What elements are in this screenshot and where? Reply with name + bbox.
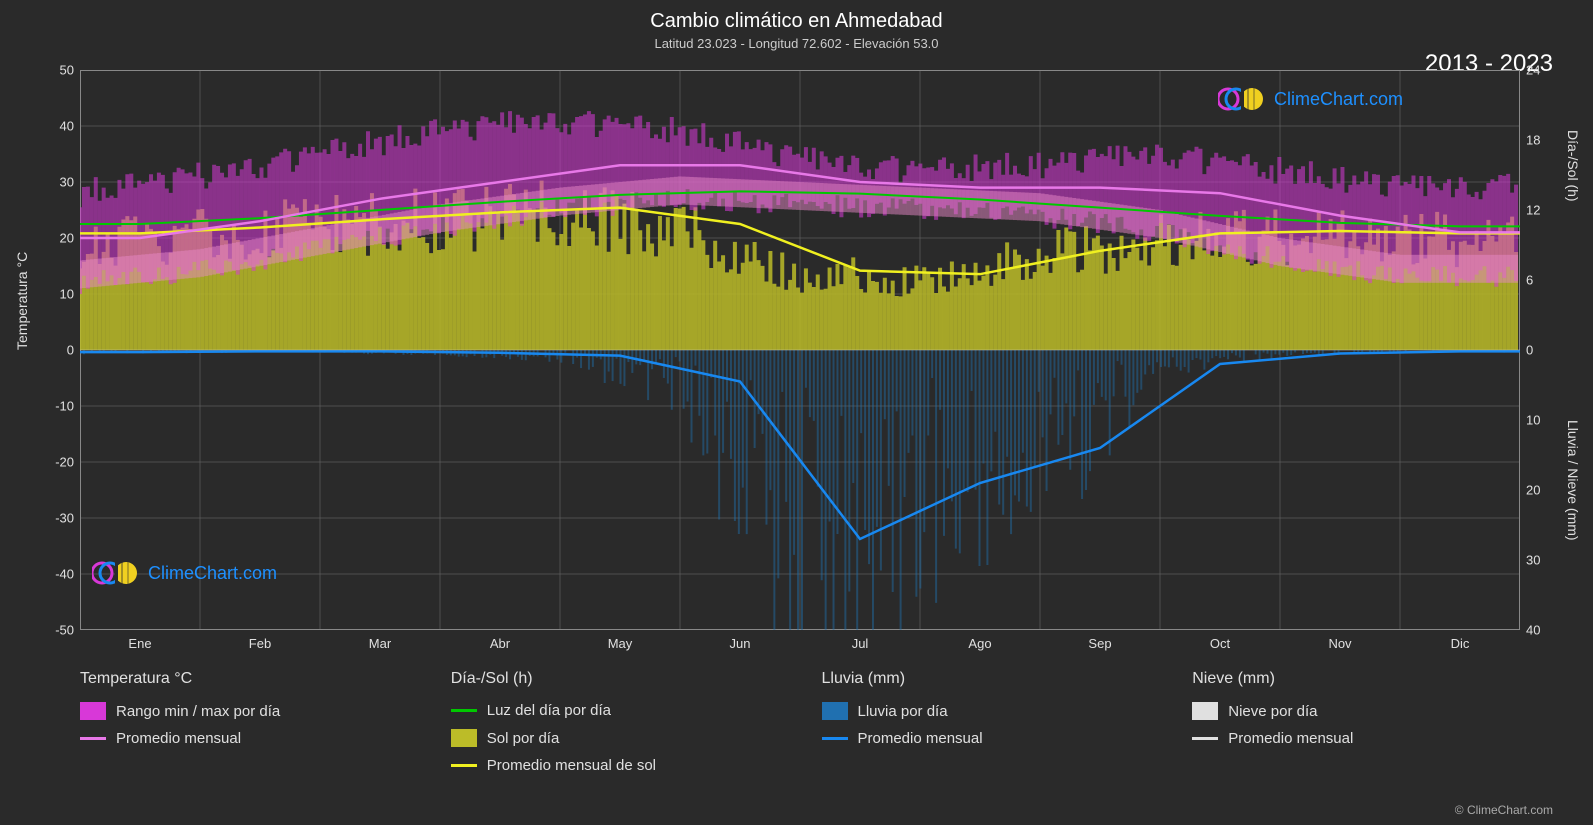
x-tick-month: Oct — [1210, 636, 1230, 651]
y-axis-left-label: Temperatura °C — [14, 252, 30, 350]
x-tick-month: Jun — [730, 636, 751, 651]
legend-item: Sol por día — [451, 729, 792, 747]
legend-item: Promedio mensual — [80, 730, 421, 747]
y-tick-left: 0 — [44, 343, 74, 358]
y-tick-right: 0 — [1526, 343, 1533, 358]
swatch-snowavg — [1192, 737, 1218, 740]
swatch-sunavg — [451, 764, 477, 767]
legend-item: Luz del día por día — [451, 702, 792, 719]
plot-svg — [80, 70, 1520, 630]
swatch-snow — [1192, 702, 1218, 720]
legend-col-rain: Lluvia (mm) Lluvia por día Promedio mens… — [822, 670, 1163, 774]
y-tick-left: 20 — [44, 231, 74, 246]
logo-icon — [1218, 84, 1268, 114]
y-tick-right: 10 — [1526, 413, 1540, 428]
x-tick-month: Feb — [249, 636, 271, 651]
legend-label: Rango min / max por día — [116, 703, 280, 720]
legend-label: Luz del día por día — [487, 702, 611, 719]
y-axis-right-bottom-label: Lluvia / Nieve (mm) — [1565, 420, 1581, 541]
legend-item: Rango min / max por día — [80, 702, 421, 720]
copyright: © ClimeChart.com — [1455, 803, 1553, 817]
climate-chart: Cambio climático en Ahmedabad Latitud 23… — [0, 0, 1593, 825]
y-tick-left: -20 — [44, 455, 74, 470]
x-tick-month: Mar — [369, 636, 391, 651]
logo-top: ClimeChart.com — [1218, 84, 1403, 114]
y-tick-left: -40 — [44, 567, 74, 582]
y-tick-right: 12 — [1526, 203, 1540, 218]
legend-label: Promedio mensual de sol — [487, 757, 656, 774]
legend-label: Sol por día — [487, 730, 560, 747]
legend-col-daysun: Día-/Sol (h) Luz del día por día Sol por… — [451, 670, 792, 774]
x-tick-month: Dic — [1451, 636, 1470, 651]
legend-heading: Nieve (mm) — [1192, 670, 1533, 688]
legend-heading: Lluvia (mm) — [822, 670, 1163, 688]
logo-bottom: ClimeChart.com — [92, 558, 277, 588]
y-tick-left: 10 — [44, 287, 74, 302]
y-tick-right: 6 — [1526, 273, 1533, 288]
legend-label: Lluvia por día — [858, 703, 948, 720]
y-tick-left: -30 — [44, 511, 74, 526]
y-tick-left: 50 — [44, 63, 74, 78]
y-axis-right-top-label: Día-/Sol (h) — [1565, 130, 1581, 202]
y-tick-left: -10 — [44, 399, 74, 414]
legend-label: Promedio mensual — [1228, 730, 1353, 747]
legend-item: Promedio mensual — [822, 730, 1163, 747]
swatch-temp-avg — [80, 737, 106, 740]
plot-area: -50-40-30-20-100102030405006121824102030… — [80, 70, 1520, 630]
y-tick-left: 40 — [44, 119, 74, 134]
y-tick-right: 24 — [1526, 63, 1540, 78]
y-tick-right: 40 — [1526, 623, 1540, 638]
swatch-rainavg — [822, 737, 848, 740]
legend-item: Nieve por día — [1192, 702, 1533, 720]
legend-heading: Temperatura °C — [80, 670, 421, 688]
chart-title: Cambio climático en Ahmedabad — [0, 10, 1593, 33]
legend-label: Promedio mensual — [858, 730, 983, 747]
x-tick-month: Ago — [968, 636, 991, 651]
y-tick-right: 20 — [1526, 483, 1540, 498]
logo-text: ClimeChart.com — [1274, 89, 1403, 110]
x-tick-month: Nov — [1328, 636, 1351, 651]
chart-subtitle: Latitud 23.023 - Longitud 72.602 - Eleva… — [0, 36, 1593, 51]
logo-text: ClimeChart.com — [148, 563, 277, 584]
swatch-temp-range — [80, 702, 106, 720]
legend-heading: Día-/Sol (h) — [451, 670, 792, 688]
y-tick-left: 30 — [44, 175, 74, 190]
y-tick-right: 30 — [1526, 553, 1540, 568]
x-tick-month: Abr — [490, 636, 510, 651]
y-tick-right: 18 — [1526, 133, 1540, 148]
legend-col-temp: Temperatura °C Rango min / max por día P… — [80, 670, 421, 774]
logo-icon — [92, 558, 142, 588]
legend-item: Promedio mensual de sol — [451, 757, 792, 774]
legend-item: Lluvia por día — [822, 702, 1163, 720]
legend-col-snow: Nieve (mm) Nieve por día Promedio mensua… — [1192, 670, 1533, 774]
x-tick-month: Sep — [1088, 636, 1111, 651]
legend: Temperatura °C Rango min / max por día P… — [80, 670, 1533, 774]
x-tick-month: May — [608, 636, 633, 651]
x-tick-month: Jul — [852, 636, 869, 651]
swatch-sunfill — [451, 729, 477, 747]
swatch-daylight — [451, 709, 477, 712]
legend-label: Nieve por día — [1228, 703, 1317, 720]
legend-item: Promedio mensual — [1192, 730, 1533, 747]
swatch-rain — [822, 702, 848, 720]
x-tick-month: Ene — [128, 636, 151, 651]
legend-label: Promedio mensual — [116, 730, 241, 747]
y-tick-left: -50 — [44, 623, 74, 638]
